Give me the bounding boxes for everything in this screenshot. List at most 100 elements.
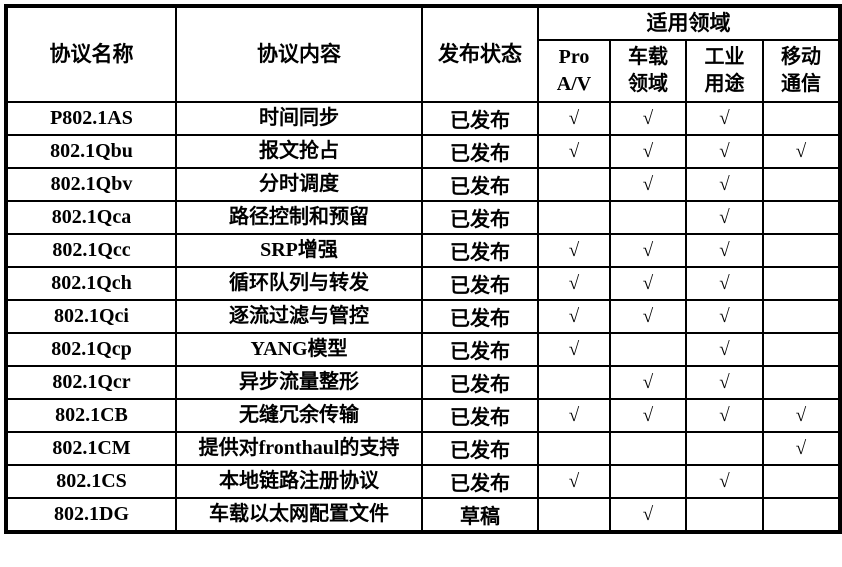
table-row: 802.1Qcc SRP增强 已发布 √ √ √ xyxy=(5,233,841,269)
protocol-content-cell: 本地链路注册协议 xyxy=(175,464,423,500)
check-automotive-cell: √ xyxy=(609,299,687,335)
check-industrial-cell: √ xyxy=(685,167,764,203)
check-automotive-cell: √ xyxy=(609,497,687,534)
col-subheader-mobile: 移动 通信 xyxy=(762,39,841,104)
check-mobile-cell xyxy=(762,464,841,500)
protocol-name-cell: 802.1CS xyxy=(5,464,177,500)
release-status-cell: 已发布 xyxy=(421,101,539,137)
protocol-name-cell: 802.1CM xyxy=(5,431,177,467)
check-pro-av-cell xyxy=(537,431,611,467)
check-industrial-cell xyxy=(685,497,764,534)
protocol-content-cell: 时间同步 xyxy=(175,101,423,137)
release-status-cell: 已发布 xyxy=(421,398,539,434)
release-status-cell: 草稿 xyxy=(421,497,539,534)
check-pro-av-cell xyxy=(537,497,611,534)
check-pro-av-cell: √ xyxy=(537,299,611,335)
protocol-name-cell: 802.1Qbu xyxy=(5,134,177,170)
table-body: P802.1AS 时间同步 已发布 √ √ √ 802.1Qbu 报文抢占 已发布 √ √ √ √ 802… xyxy=(5,101,841,534)
table-row: 802.1DG 车载以太网配置文件 草稿 √ xyxy=(5,497,841,534)
check-industrial-cell: √ xyxy=(685,332,764,368)
release-status-cell: 已发布 xyxy=(421,200,539,236)
protocol-table: 协议名称 协议内容 发布状态 适用领域 Pro A/V 车载 领域 工业 用途 … xyxy=(4,4,842,535)
protocol-name-cell: 802.1Qbv xyxy=(5,167,177,203)
check-pro-av-cell xyxy=(537,365,611,401)
check-mobile-cell: √ xyxy=(762,431,841,467)
col-header-applicable-fields: 适用领域 xyxy=(537,4,841,42)
check-mobile-cell xyxy=(762,101,841,137)
check-pro-av-cell: √ xyxy=(537,464,611,500)
col-subheader-industrial: 工业 用途 xyxy=(685,39,764,104)
check-automotive-cell xyxy=(609,200,687,236)
release-status-cell: 已发布 xyxy=(421,233,539,269)
release-status-cell: 已发布 xyxy=(421,167,539,203)
check-automotive-cell: √ xyxy=(609,266,687,302)
protocol-content-cell: 异步流量整形 xyxy=(175,365,423,401)
check-automotive-cell: √ xyxy=(609,134,687,170)
col-subheader-pro-av: Pro A/V xyxy=(537,39,611,104)
check-mobile-cell xyxy=(762,200,841,236)
check-mobile-cell xyxy=(762,266,841,302)
protocol-content-cell: 路径控制和预留 xyxy=(175,200,423,236)
check-pro-av-cell: √ xyxy=(537,332,611,368)
protocol-name-cell: 802.1DG xyxy=(5,497,177,534)
table-row: 802.1Qbv 分时调度 已发布 √ √ xyxy=(5,167,841,203)
check-pro-av-cell: √ xyxy=(537,233,611,269)
release-status-cell: 已发布 xyxy=(421,431,539,467)
table-row: 802.1Qbu 报文抢占 已发布 √ √ √ √ xyxy=(5,134,841,170)
release-status-cell: 已发布 xyxy=(421,464,539,500)
protocol-content-cell: 无缝冗余传输 xyxy=(175,398,423,434)
table-row: 802.1Qci 逐流过滤与管控 已发布 √ √ √ xyxy=(5,299,841,335)
table-row: 802.1CB 无缝冗余传输 已发布 √ √ √ √ xyxy=(5,398,841,434)
col-header-protocol-name: 协议名称 xyxy=(5,4,177,104)
protocol-content-cell: 车载以太网配置文件 xyxy=(175,497,423,534)
table-row: 802.1Qca 路径控制和预留 已发布 √ xyxy=(5,200,841,236)
table-row: 802.1CS 本地链路注册协议 已发布 √ √ xyxy=(5,464,841,500)
check-mobile-cell: √ xyxy=(762,134,841,170)
release-status-cell: 已发布 xyxy=(421,332,539,368)
check-pro-av-cell: √ xyxy=(537,398,611,434)
table-row: 802.1CM 提供对fronthaul的支持 已发布 √ xyxy=(5,431,841,467)
protocol-name-cell: 802.1Qch xyxy=(5,266,177,302)
check-industrial-cell: √ xyxy=(685,233,764,269)
check-pro-av-cell: √ xyxy=(537,101,611,137)
protocol-content-cell: 逐流过滤与管控 xyxy=(175,299,423,335)
col-header-protocol-content: 协议内容 xyxy=(175,4,423,104)
header-row-top: 协议名称 协议内容 发布状态 适用领域 xyxy=(5,4,841,104)
table-row: 802.1Qch 循环队列与转发 已发布 √ √ √ xyxy=(5,266,841,302)
check-industrial-cell: √ xyxy=(685,365,764,401)
check-industrial-cell: √ xyxy=(685,266,764,302)
protocol-name-cell: 802.1Qci xyxy=(5,299,177,335)
check-industrial-cell: √ xyxy=(685,299,764,335)
check-industrial-cell: √ xyxy=(685,134,764,170)
protocol-content-cell: SRP增强 xyxy=(175,233,423,269)
protocol-content-cell: 报文抢占 xyxy=(175,134,423,170)
table-row: P802.1AS 时间同步 已发布 √ √ √ xyxy=(5,101,841,137)
check-mobile-cell xyxy=(762,497,841,534)
table-row: 802.1Qcr 异步流量整形 已发布 √ √ xyxy=(5,365,841,401)
protocol-content-cell: 提供对fronthaul的支持 xyxy=(175,431,423,467)
protocol-content-cell: 循环队列与转发 xyxy=(175,266,423,302)
check-pro-av-cell xyxy=(537,200,611,236)
protocol-content-cell: 分时调度 xyxy=(175,167,423,203)
release-status-cell: 已发布 xyxy=(421,365,539,401)
col-header-release-status: 发布状态 xyxy=(421,4,539,104)
check-pro-av-cell: √ xyxy=(537,134,611,170)
protocol-name-cell: 802.1Qcp xyxy=(5,332,177,368)
check-industrial-cell xyxy=(685,431,764,467)
protocol-name-cell: 802.1Qca xyxy=(5,200,177,236)
protocol-name-cell: 802.1Qcc xyxy=(5,233,177,269)
protocol-name-cell: 802.1CB xyxy=(5,398,177,434)
check-automotive-cell: √ xyxy=(609,233,687,269)
protocol-content-cell: YANG模型 xyxy=(175,332,423,368)
check-automotive-cell xyxy=(609,464,687,500)
protocol-name-cell: P802.1AS xyxy=(5,101,177,137)
check-automotive-cell: √ xyxy=(609,167,687,203)
check-pro-av-cell xyxy=(537,167,611,203)
release-status-cell: 已发布 xyxy=(421,299,539,335)
check-mobile-cell xyxy=(762,365,841,401)
check-mobile-cell xyxy=(762,299,841,335)
check-industrial-cell: √ xyxy=(685,200,764,236)
protocol-name-cell: 802.1Qcr xyxy=(5,365,177,401)
check-mobile-cell xyxy=(762,167,841,203)
release-status-cell: 已发布 xyxy=(421,134,539,170)
